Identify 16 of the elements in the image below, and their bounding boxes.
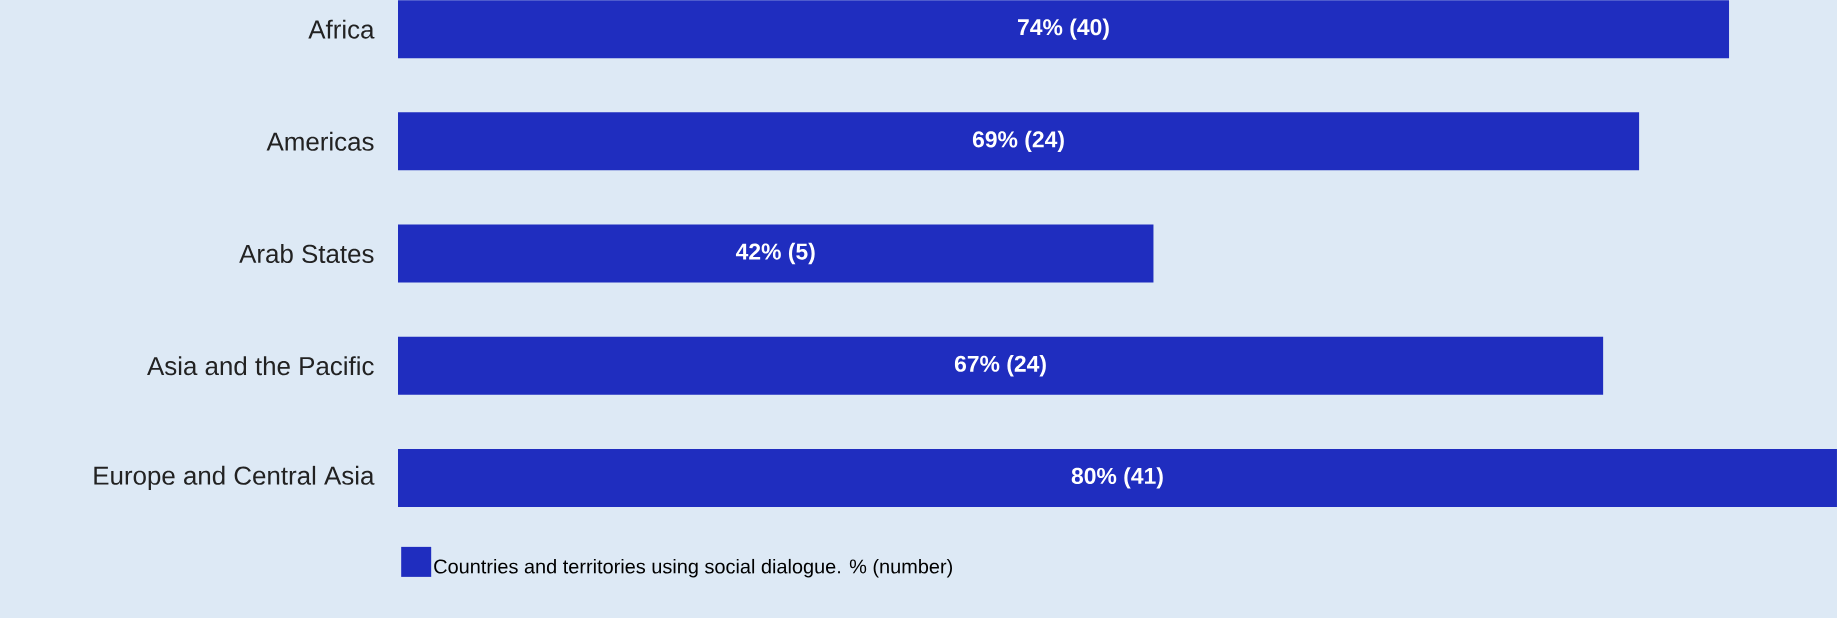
y-tick-label: Americas — [266, 131, 374, 151]
bar — [398, 448, 1837, 507]
data-label: 69% (24) — [972, 130, 1064, 153]
data-label: 74% (40) — [1018, 18, 1109, 40]
data-label: 67% (24) — [954, 355, 1046, 377]
bar — [398, 224, 1154, 283]
y-tick-label: Africa — [308, 19, 375, 39]
y-tick-label: Arab States — [239, 244, 374, 264]
data-label: 42% (5) — [735, 242, 815, 265]
legend-label: Countries and territories using social dialogue. % (number) — [434, 558, 952, 578]
y-tick-label: Asia and the Pacific — [147, 356, 374, 376]
y-tick-label: Europe and Central Asia — [94, 465, 375, 490]
data-label: 80% (41) — [1071, 467, 1163, 489]
bar — [398, 112, 1640, 171]
bar — [398, 336, 1604, 395]
bar — [398, 0, 1730, 59]
